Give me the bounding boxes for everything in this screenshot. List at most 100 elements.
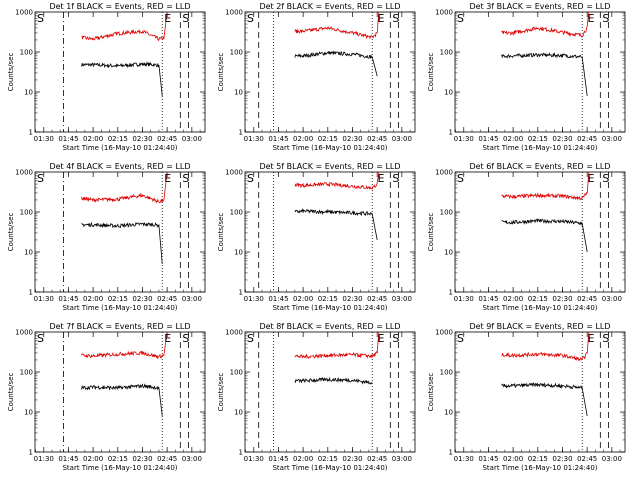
start-marker-label: S (37, 332, 44, 345)
y-tick-label: 10 (444, 409, 453, 417)
x-tick-label: 01:45 (478, 135, 498, 143)
y-axis-label: Counts/sec (217, 213, 225, 252)
events-series-line (81, 221, 163, 265)
x-axis-label: Start Time (16-May-10 01:24:40) (482, 144, 597, 152)
x-tick-label: 02:45 (577, 455, 597, 463)
y-tick-label: 100 (230, 49, 243, 57)
events-series-line (81, 383, 163, 416)
y-axis-label: Counts/sec (427, 53, 435, 92)
y-tick-label: 10 (234, 89, 243, 97)
x-tick-label: 02:30 (552, 135, 572, 143)
x-tick-label: 01:45 (478, 295, 498, 303)
plot-frame (34, 11, 206, 133)
x-axis-label: Start Time (16-May-10 01:24:40) (272, 464, 387, 472)
y-tick-label: 1000 (225, 329, 243, 337)
y-tick-label: 1 (239, 449, 243, 457)
marker-s-label: S (182, 12, 189, 25)
y-tick-label: 1000 (435, 169, 453, 177)
panel-title: Det 6f BLACK = Events, RED = LLD (469, 162, 610, 171)
events-series-line (294, 50, 378, 77)
y-tick-label: 1 (239, 289, 243, 297)
x-tick-label: 03:00 (602, 455, 622, 463)
events-series-line (294, 207, 378, 241)
x-tick-label: 01:30 (244, 135, 264, 143)
x-tick-label: 02:15 (108, 135, 128, 143)
marker-e-label: E (588, 172, 595, 185)
y-tick-label: 100 (440, 49, 453, 57)
plot-frame (454, 331, 626, 453)
lld-series-line (501, 331, 590, 362)
lld-series-line (81, 11, 168, 42)
panel-2: Det 2f BLACK = Events, RED = LLD 1 10 100 10… (217, 2, 416, 152)
start-marker-label: S (247, 12, 254, 25)
x-tick-label: 02:15 (108, 455, 128, 463)
y-tick-label: 1 (239, 129, 243, 137)
panel-title: Det 3f BLACK = Events, RED = LLD (469, 2, 610, 11)
marker-s-label: S (392, 12, 399, 25)
x-axis-label: Start Time (16-May-10 01:24:40) (482, 464, 597, 472)
panel-4: Det 4f BLACK = Events, RED = LLD 1 10 100 10… (7, 162, 206, 312)
x-tick-label: 02:45 (157, 455, 177, 463)
x-tick-label: 01:45 (58, 135, 78, 143)
x-tick-label: 01:30 (454, 455, 474, 463)
x-tick-label: 02:30 (552, 455, 572, 463)
x-tick-label: 01:45 (268, 135, 288, 143)
y-tick-label: 1 (29, 449, 33, 457)
x-tick-label: 02:15 (108, 295, 128, 303)
x-axis-label: Start Time (16-May-10 01:24:40) (272, 304, 387, 312)
start-marker-label: S (457, 172, 464, 185)
x-tick-label: 02:00 (503, 295, 523, 303)
x-tick-label: 02:00 (83, 135, 103, 143)
y-tick-label: 100 (230, 369, 243, 377)
plot-frame (454, 11, 626, 133)
panel-title: Det 7f BLACK = Events, RED = LLD (49, 322, 190, 331)
plot-frame (454, 171, 626, 293)
y-tick-label: 1 (29, 129, 33, 137)
y-tick-label: 10 (24, 409, 33, 417)
panel-8: Det 8f BLACK = Events, RED = LLD 1 10 100 10… (217, 322, 416, 472)
x-tick-label: 01:30 (34, 295, 54, 303)
y-axis-label: Counts/sec (7, 53, 15, 92)
panel-1: Det 1f BLACK = Events, RED = LLD 1 10 100 10… (7, 2, 206, 152)
marker-e-label: E (378, 332, 385, 345)
panel-title: Det 5f BLACK = Events, RED = LLD (259, 162, 400, 171)
y-tick-label: 10 (234, 409, 243, 417)
x-tick-label: 01:30 (454, 295, 474, 303)
x-tick-label: 02:30 (132, 135, 152, 143)
x-tick-label: 02:15 (318, 455, 338, 463)
lld-series-line (81, 331, 168, 360)
y-tick-label: 1000 (225, 169, 243, 177)
x-axis-label: Start Time (16-May-10 01:24:40) (62, 304, 177, 312)
y-tick-label: 100 (20, 369, 33, 377)
x-tick-label: 01:45 (58, 455, 78, 463)
lld-series-line (501, 11, 590, 38)
events-series-line (501, 382, 588, 416)
marker-s-label: S (182, 332, 189, 345)
x-axis-label: Start Time (16-May-10 01:24:40) (62, 144, 177, 152)
y-tick-label: 1000 (435, 9, 453, 17)
y-axis-label: Counts/sec (427, 213, 435, 252)
x-tick-label: 01:30 (244, 455, 264, 463)
x-tick-label: 02:45 (577, 135, 597, 143)
x-tick-label: 03:00 (602, 135, 622, 143)
marker-s-label: S (182, 172, 189, 185)
x-tick-label: 02:30 (342, 135, 362, 143)
x-tick-label: 02:15 (318, 135, 338, 143)
x-tick-label: 03:00 (602, 295, 622, 303)
x-tick-label: 01:45 (268, 455, 288, 463)
lld-series-line (294, 171, 380, 190)
y-tick-label: 10 (24, 89, 33, 97)
y-tick-label: 10 (444, 89, 453, 97)
x-axis-label: Start Time (16-May-10 01:24:40) (272, 144, 387, 152)
y-tick-label: 100 (20, 49, 33, 57)
y-tick-label: 10 (444, 249, 453, 257)
events-series-line (81, 61, 163, 96)
x-axis-label: Start Time (16-May-10 01:24:40) (482, 304, 597, 312)
x-tick-label: 01:30 (244, 295, 264, 303)
x-tick-label: 02:45 (367, 455, 387, 463)
x-tick-label: 02:15 (528, 295, 548, 303)
y-tick-label: 100 (20, 209, 33, 217)
y-tick-label: 1000 (225, 9, 243, 17)
x-tick-label: 02:00 (83, 455, 103, 463)
x-tick-label: 02:00 (503, 455, 523, 463)
